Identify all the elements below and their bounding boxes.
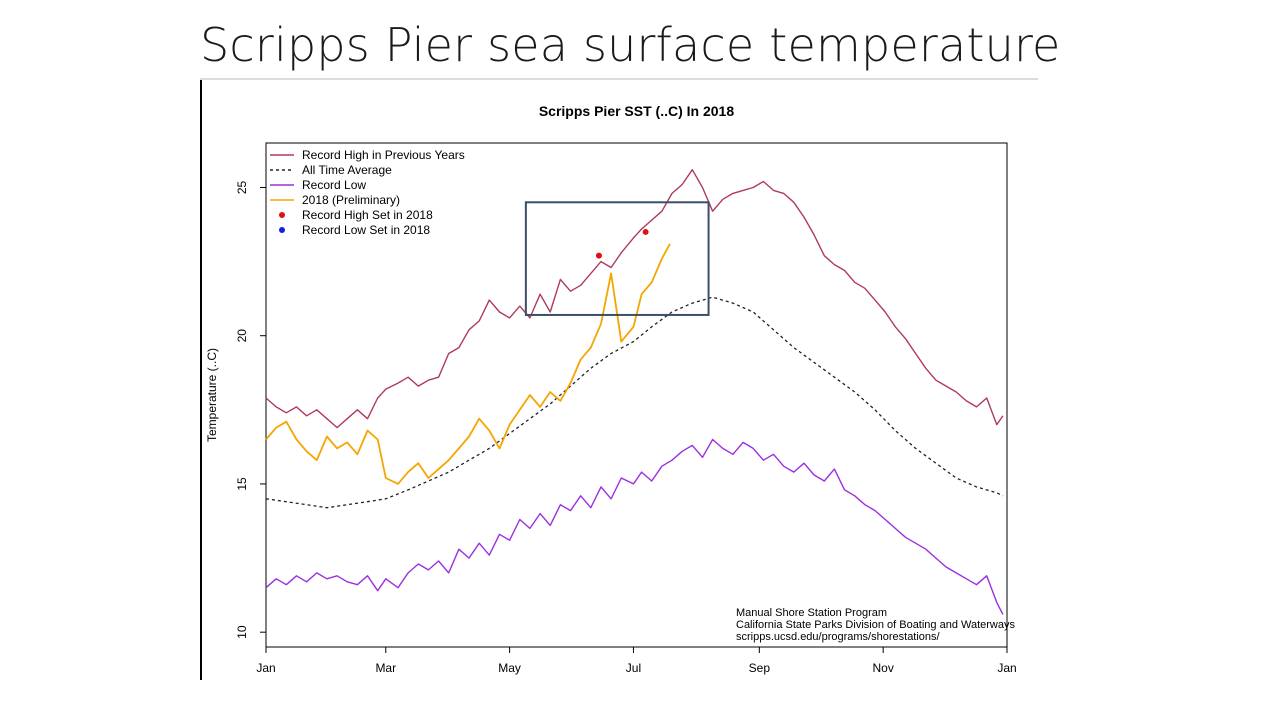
series-4-point: [642, 228, 649, 235]
series-3-line: [265, 243, 671, 485]
chart-svg: Scripps Pier SST (..C) In 2018 Temperatu…: [205, 103, 1017, 675]
x-tick-label: Mar: [375, 661, 396, 675]
x-tick-label: Jan: [256, 661, 275, 675]
credit-line: California State Parks Division of Boati…: [736, 619, 1015, 631]
x-tick-label: May: [498, 661, 521, 675]
slide-title: Scripps Pier sea surface temperature: [200, 18, 1061, 72]
series-2-line: [265, 438, 1004, 615]
x-tick-label: Jul: [626, 661, 641, 675]
plot-frame: [265, 142, 1008, 648]
x-tick-label: Nov: [872, 661, 893, 675]
series-4-point: [595, 252, 602, 259]
chart-figure: Scripps Pier SST (..C) In 2018 Temperatu…: [200, 80, 1040, 680]
chart-title: Scripps Pier SST (..C) In 2018: [539, 103, 735, 119]
credit-link[interactable]: scripps.ucsd.edu/programs/shorestations/: [736, 631, 941, 643]
credit-line: Manual Shore Station Program: [736, 607, 887, 619]
legend-swatch: [279, 212, 285, 218]
legend-swatch: [279, 227, 285, 233]
highlight-box: [524, 201, 710, 316]
legend-label: Record High Set in 2018: [302, 208, 433, 222]
series-0-line: [265, 168, 1004, 429]
x-tick-label: Sep: [749, 661, 771, 675]
legend-label: Record Low Set in 2018: [302, 223, 430, 237]
y-tick-label: 15: [235, 477, 249, 491]
x-axis: Jan Mar May Jul Sep Nov Jan: [256, 647, 1017, 675]
series-layer: [265, 168, 1004, 615]
legend-label: Record Low: [302, 178, 366, 192]
x-tick-label: Jan: [997, 661, 1016, 675]
y-tick-label: 10: [235, 625, 249, 639]
y-tick-label: 25: [235, 180, 249, 194]
legend-label: 2018 (Preliminary): [302, 193, 400, 207]
y-tick-label: 20: [235, 329, 249, 343]
legend-label: All Time Average: [302, 163, 392, 177]
series-1-line: [265, 296, 1004, 509]
legend-label: Record High in Previous Years: [302, 148, 465, 162]
y-axis: 10 15 20 25: [235, 180, 266, 639]
y-axis-label: Temperature (..C): [205, 348, 219, 442]
